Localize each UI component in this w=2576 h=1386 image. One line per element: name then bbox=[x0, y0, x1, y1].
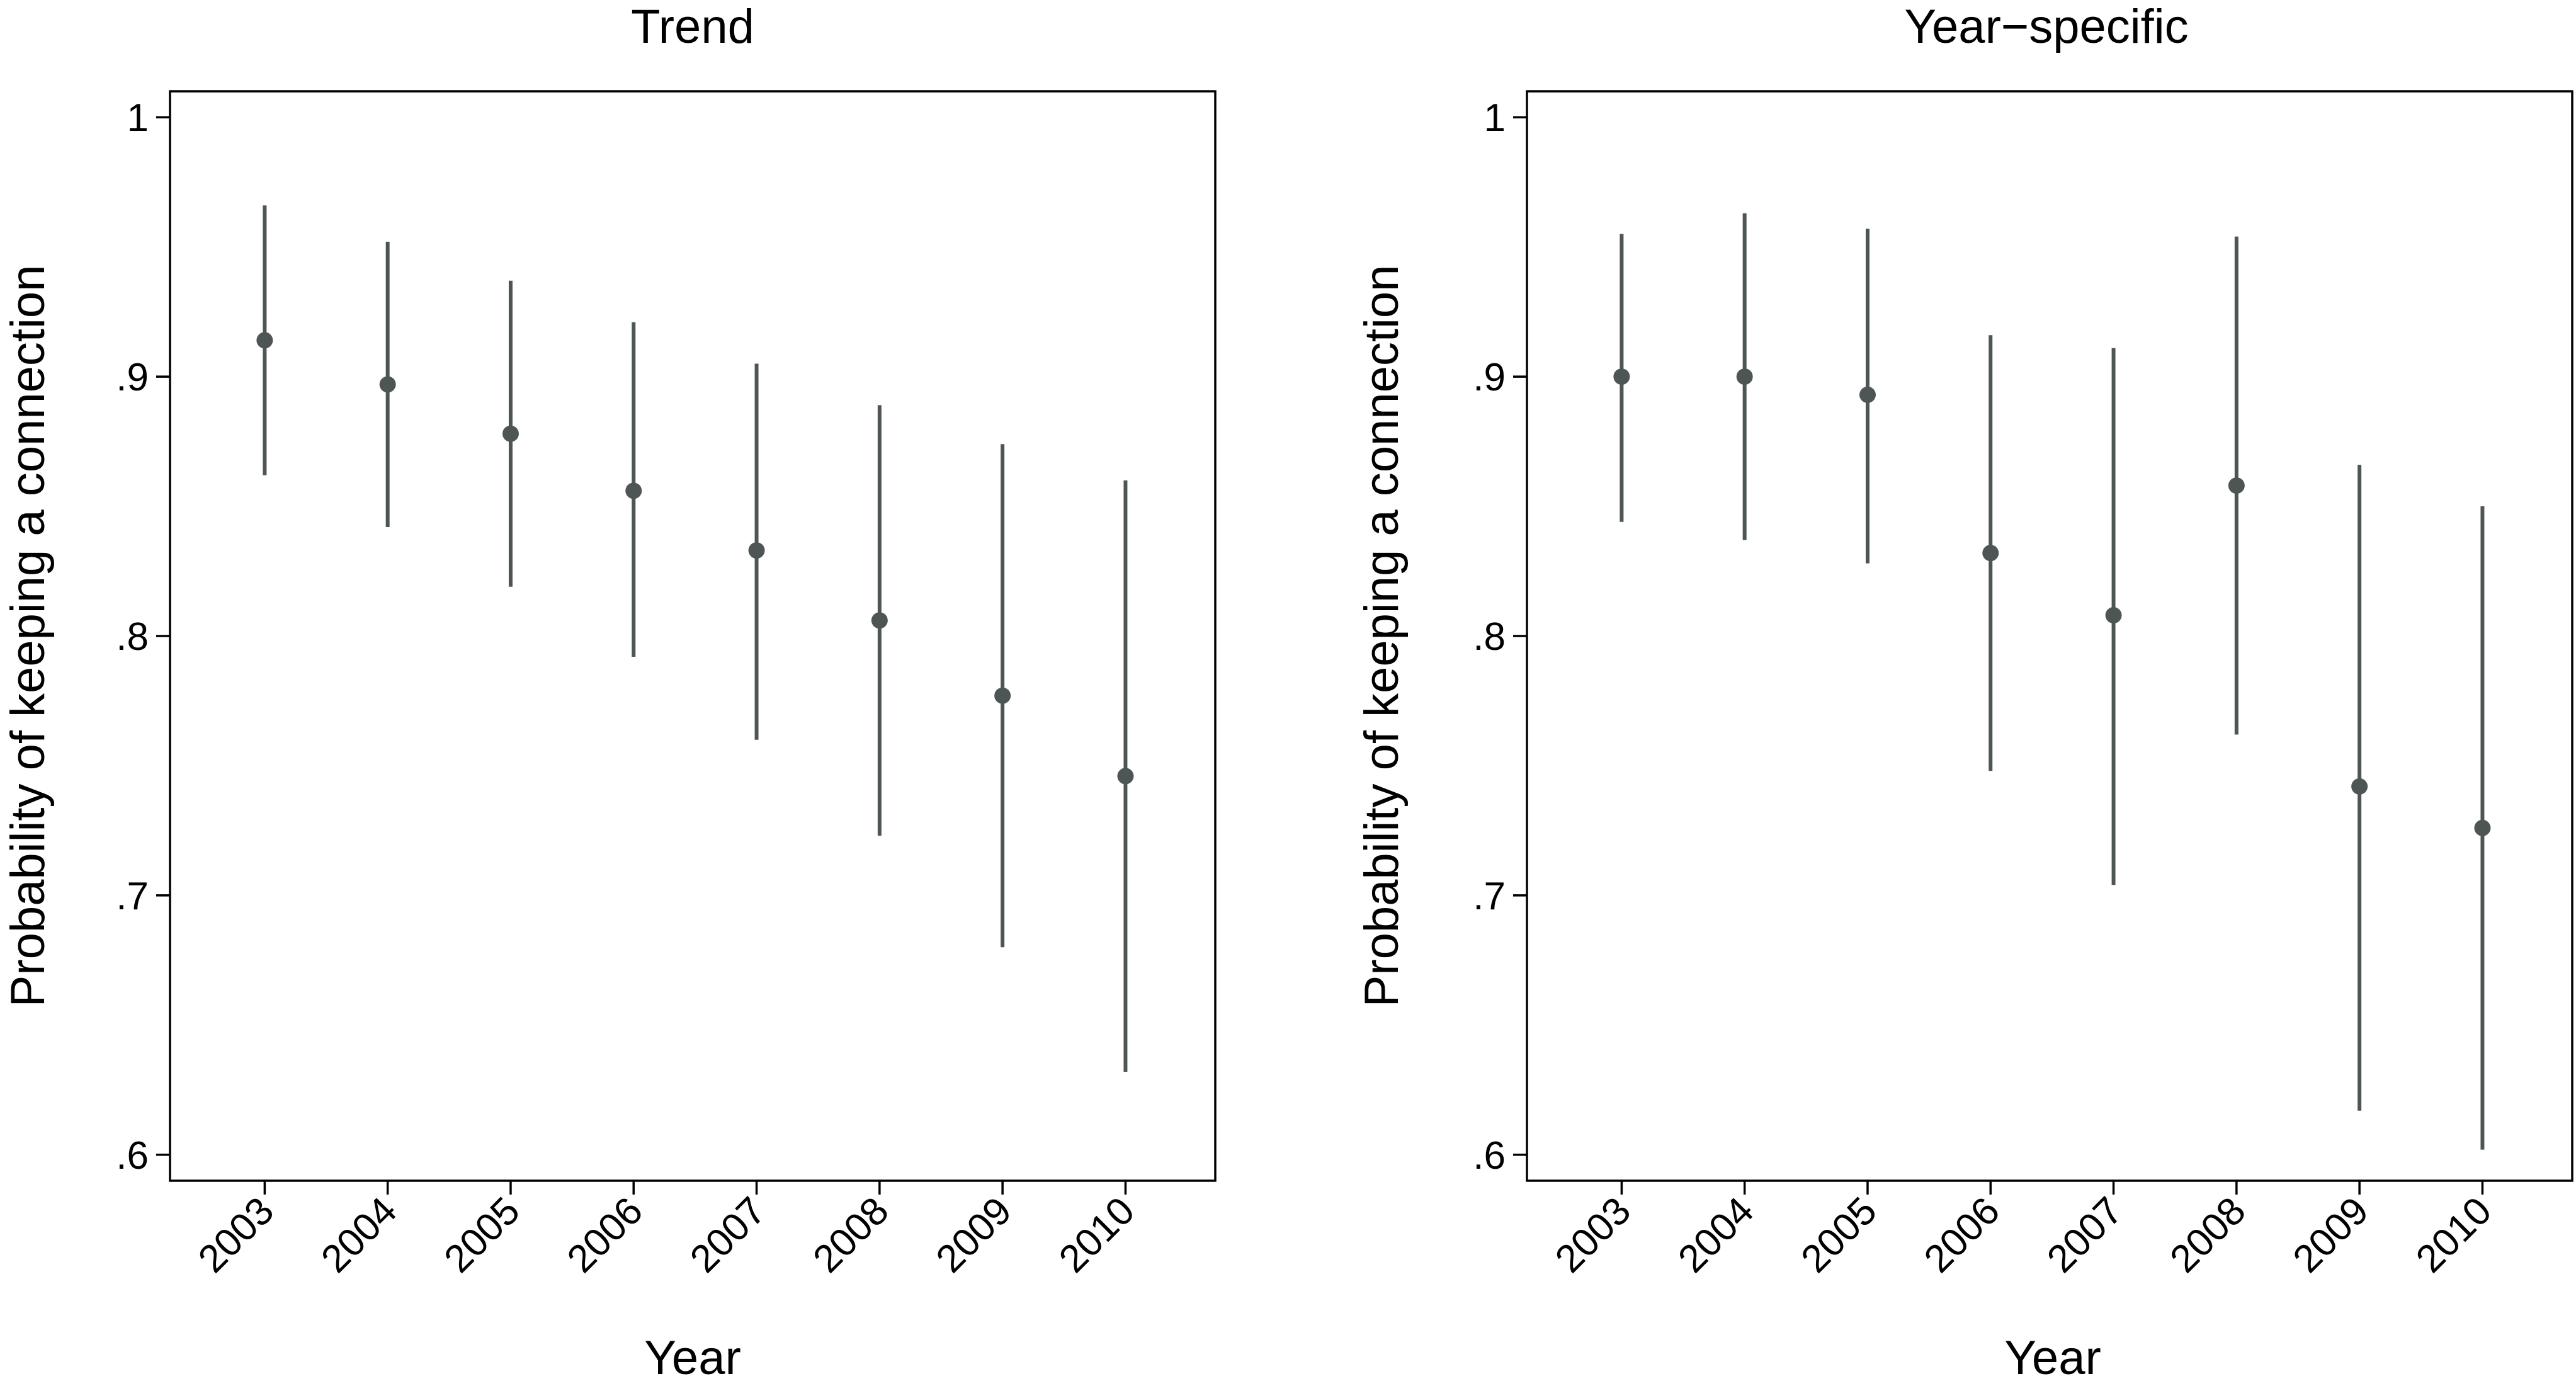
data-series bbox=[256, 205, 1134, 1072]
y-tick-label: 1 bbox=[127, 96, 149, 140]
plot-frame bbox=[169, 90, 1217, 1182]
chart-panel-year-specific: Year−specific Probability of keeping a c… bbox=[1355, 0, 2573, 1385]
y-tick-label: 1 bbox=[1484, 96, 1506, 140]
y-tick-label: .7 bbox=[116, 875, 149, 918]
y-axis: 1 .9 .8 .7 .6 bbox=[1473, 96, 1527, 1178]
x-tick-label: 2003 bbox=[1547, 1189, 1639, 1281]
y-tick-label: .8 bbox=[1473, 615, 1506, 659]
x-axis: 2003 2004 2005 2006 2007 2008 2009 2010 bbox=[190, 1181, 1143, 1281]
x-tick-label: 2004 bbox=[313, 1189, 405, 1281]
x-tick-label: 2009 bbox=[928, 1189, 1020, 1281]
chart-title: Year−specific bbox=[1904, 0, 2188, 54]
data-point bbox=[625, 482, 642, 499]
x-axis-label: Year bbox=[644, 1331, 741, 1385]
y-axis-label: Probability of keeping a connection bbox=[1355, 265, 1409, 1008]
x-tick-label: 2008 bbox=[805, 1189, 897, 1281]
y-tick-label: .9 bbox=[116, 356, 149, 399]
x-tick-label: 2010 bbox=[1051, 1189, 1143, 1281]
y-axis-label: Probability of keeping a connection bbox=[1, 265, 55, 1008]
data-series bbox=[1613, 213, 2491, 1150]
data-point bbox=[748, 542, 765, 559]
x-tick-label: 2007 bbox=[682, 1189, 774, 1281]
x-tick-label: 2009 bbox=[2285, 1189, 2377, 1281]
x-tick-label: 2004 bbox=[1670, 1189, 1762, 1281]
chart-panel-trend: Trend Probability of keeping a connectio… bbox=[1, 0, 1217, 1385]
data-point bbox=[2105, 607, 2122, 624]
x-tick-label: 2006 bbox=[559, 1189, 651, 1281]
x-axis: 2003 2004 2005 2006 2007 2008 2009 2010 bbox=[1547, 1181, 2500, 1281]
x-tick-label: 2008 bbox=[2162, 1189, 2254, 1281]
data-point bbox=[2474, 819, 2491, 836]
data-point bbox=[1613, 368, 1630, 385]
x-tick-label: 2005 bbox=[436, 1189, 528, 1281]
x-tick-label: 2007 bbox=[2039, 1189, 2131, 1281]
y-axis: 1 .9 .8 .7 .6 bbox=[116, 96, 170, 1178]
data-point bbox=[1117, 768, 1134, 785]
data-point bbox=[2351, 778, 2368, 795]
data-point bbox=[871, 612, 888, 629]
data-point bbox=[256, 332, 273, 349]
x-tick-label: 2005 bbox=[1793, 1189, 1885, 1281]
data-point bbox=[994, 687, 1011, 704]
y-tick-label: .6 bbox=[1473, 1134, 1506, 1178]
data-point bbox=[379, 376, 396, 393]
x-axis-label: Year bbox=[2004, 1331, 2101, 1385]
y-tick-label: .9 bbox=[1473, 356, 1506, 399]
chart-title: Trend bbox=[631, 0, 754, 54]
y-tick-label: .8 bbox=[116, 615, 149, 659]
data-point bbox=[1859, 386, 1876, 403]
x-tick-label: 2003 bbox=[190, 1189, 282, 1281]
data-point bbox=[2228, 477, 2245, 494]
plot-frame bbox=[1526, 90, 2573, 1182]
y-tick-label: .6 bbox=[116, 1134, 149, 1178]
data-point bbox=[502, 425, 519, 442]
y-tick-label: .7 bbox=[1473, 875, 1506, 918]
data-point bbox=[1982, 545, 1999, 562]
data-point bbox=[1736, 368, 1753, 385]
x-tick-label: 2006 bbox=[1916, 1189, 2008, 1281]
x-tick-label: 2010 bbox=[2408, 1189, 2500, 1281]
